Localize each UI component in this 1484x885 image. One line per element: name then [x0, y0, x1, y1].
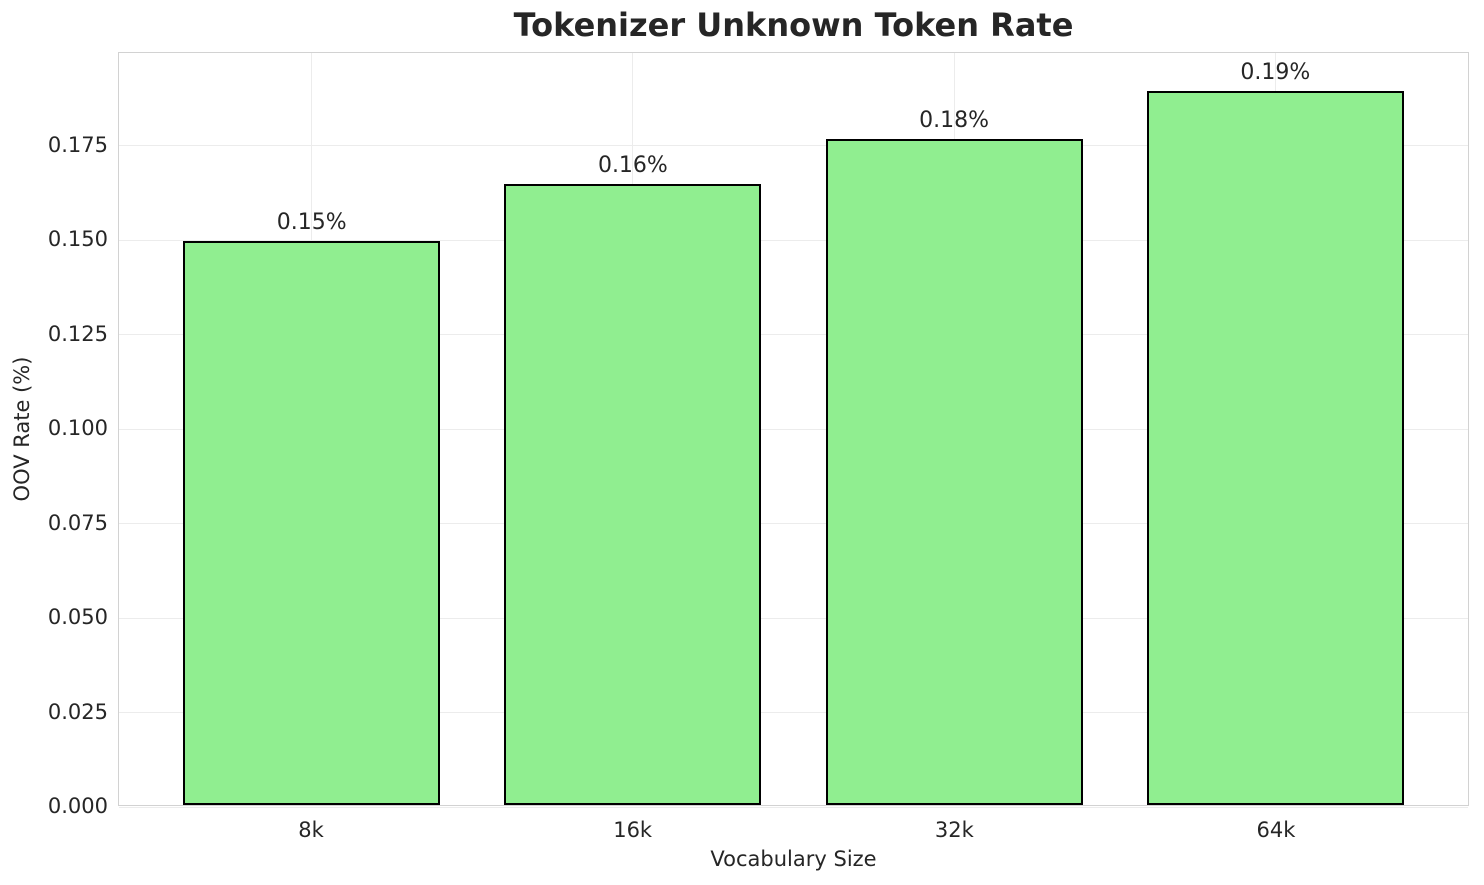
bar: [504, 183, 762, 805]
bar-value-label: 0.16%: [597, 152, 668, 178]
x-tick-label: 64k: [1256, 818, 1296, 842]
gridline-h: [119, 806, 1468, 808]
x-axis-label: Vocabulary Size: [710, 847, 877, 871]
chart-title: Tokenizer Unknown Token Rate: [513, 6, 1074, 44]
plot-area: 0.15% 0.16% 0.18% 0.19%: [118, 52, 1469, 808]
y-tick-label: 0.125: [47, 321, 108, 346]
y-tick-label: 0.150: [47, 227, 108, 252]
bar-value-label: 0.18%: [919, 108, 990, 134]
y-tick-label: 0.025: [47, 699, 108, 724]
bar-value-label: 0.15%: [276, 210, 347, 236]
gridline-h: [119, 712, 1468, 713]
y-tick-label: 0.000: [47, 794, 108, 818]
y-tick-label: 0.075: [47, 510, 108, 535]
x-tick-label: 8k: [298, 818, 324, 842]
y-tick-label: 0.050: [47, 605, 108, 630]
gridline-h: [119, 334, 1468, 336]
y-axis-label: OOV Rate (%): [10, 356, 34, 502]
gridline-h: [119, 617, 1468, 619]
bar: [183, 241, 441, 805]
gridline-h: [119, 523, 1468, 525]
bar: [1146, 90, 1404, 805]
gridline-h: [119, 428, 1468, 430]
bar: [825, 139, 1083, 805]
x-tick-label: 16k: [613, 818, 653, 842]
gridline-h: [119, 145, 1468, 147]
y-tick-label: 0.100: [47, 416, 108, 441]
gridline-h: [119, 239, 1468, 241]
y-tick-label: 0.175: [47, 132, 108, 157]
x-tick-label: 32k: [934, 818, 974, 842]
bar-value-label: 0.19%: [1240, 59, 1311, 85]
